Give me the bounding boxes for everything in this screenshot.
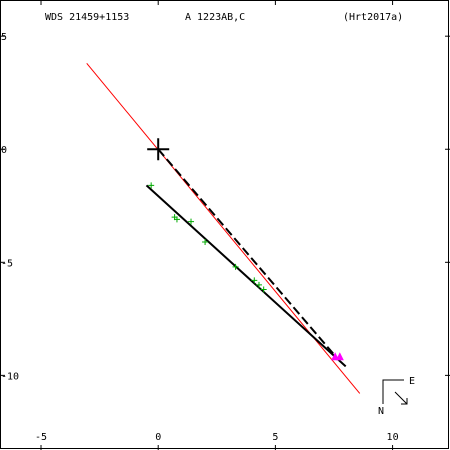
header-components: A 1223AB,C (185, 12, 245, 23)
observation-point (188, 218, 195, 225)
y-tick-label: 0 (1, 145, 7, 156)
x-tick-label: 10 (387, 432, 399, 443)
node-line (86, 62, 361, 394)
predicted-point (335, 352, 344, 361)
y-tick-label: -5 (1, 258, 13, 269)
header-designation: WDS 21459+1153 (45, 12, 129, 23)
header-reference: (Hrt2017a) (343, 12, 403, 23)
y-tick-label: 5 (1, 32, 7, 43)
x-tick-label: 5 (272, 432, 278, 443)
x-tick-label: -5 (35, 432, 47, 443)
observation-point (202, 238, 209, 245)
primary-star-marker (147, 138, 170, 161)
dashed-separation-line (157, 148, 338, 358)
compass-east-label: E (409, 376, 415, 387)
y-axis-ticks: 5 0 -5 -10 (0, 32, 450, 382)
observation-point (232, 263, 239, 270)
observation-point (251, 277, 258, 284)
y-tick-label: -10 (1, 371, 19, 382)
compass-icon: E N (378, 376, 415, 417)
fit-line (145, 184, 347, 368)
x-tick-label: 0 (155, 432, 161, 443)
observation-point (260, 286, 267, 293)
observation-point (173, 216, 180, 223)
compass-north-label: N (378, 406, 384, 417)
observation-point (148, 182, 155, 189)
x-axis-ticks: -5 0 5 10 (35, 0, 399, 450)
observation-point (255, 281, 262, 288)
series-layer (86, 62, 361, 394)
